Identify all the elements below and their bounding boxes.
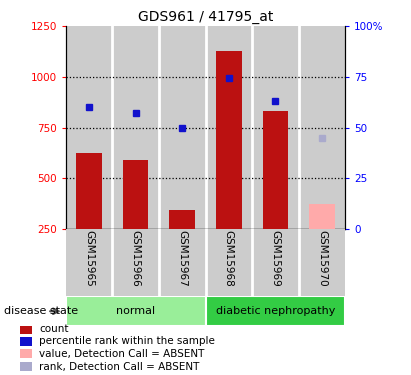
Bar [206,296,345,326]
Bar [66,26,112,229]
Bar [66,296,206,326]
Bar [299,26,345,229]
Bar [112,26,159,229]
Text: disease state: disease state [4,306,78,316]
Bar [252,26,299,229]
Bar [20,337,32,346]
Text: GSM15965: GSM15965 [84,230,94,287]
Text: GSM15969: GSM15969 [270,230,280,287]
Bar [263,111,288,229]
Bar [159,229,206,296]
Bar [20,325,32,334]
Bar [66,229,112,296]
Text: value, Detection Call = ABSENT: value, Detection Call = ABSENT [39,348,205,358]
Text: GSM15970: GSM15970 [317,230,327,287]
Text: GSM15966: GSM15966 [131,230,141,287]
Text: GSM15968: GSM15968 [224,230,234,287]
Text: GSM15967: GSM15967 [177,230,187,287]
Title: GDS961 / 41795_at: GDS961 / 41795_at [138,10,273,24]
Bar [76,153,102,229]
Bar [169,210,195,229]
Bar [309,204,335,229]
Text: percentile rank within the sample: percentile rank within the sample [39,336,215,346]
Text: normal: normal [116,306,155,316]
Bar [206,229,252,296]
Bar [159,26,206,229]
Bar [20,362,32,371]
Bar [206,26,252,229]
Text: count: count [39,324,69,334]
Bar [20,349,32,358]
Bar [123,160,148,229]
Bar [112,229,159,296]
Bar [299,229,345,296]
Bar [216,51,242,229]
Bar [252,229,299,296]
Text: rank, Detection Call = ABSENT: rank, Detection Call = ABSENT [39,362,200,372]
Text: diabetic nephropathy: diabetic nephropathy [216,306,335,316]
